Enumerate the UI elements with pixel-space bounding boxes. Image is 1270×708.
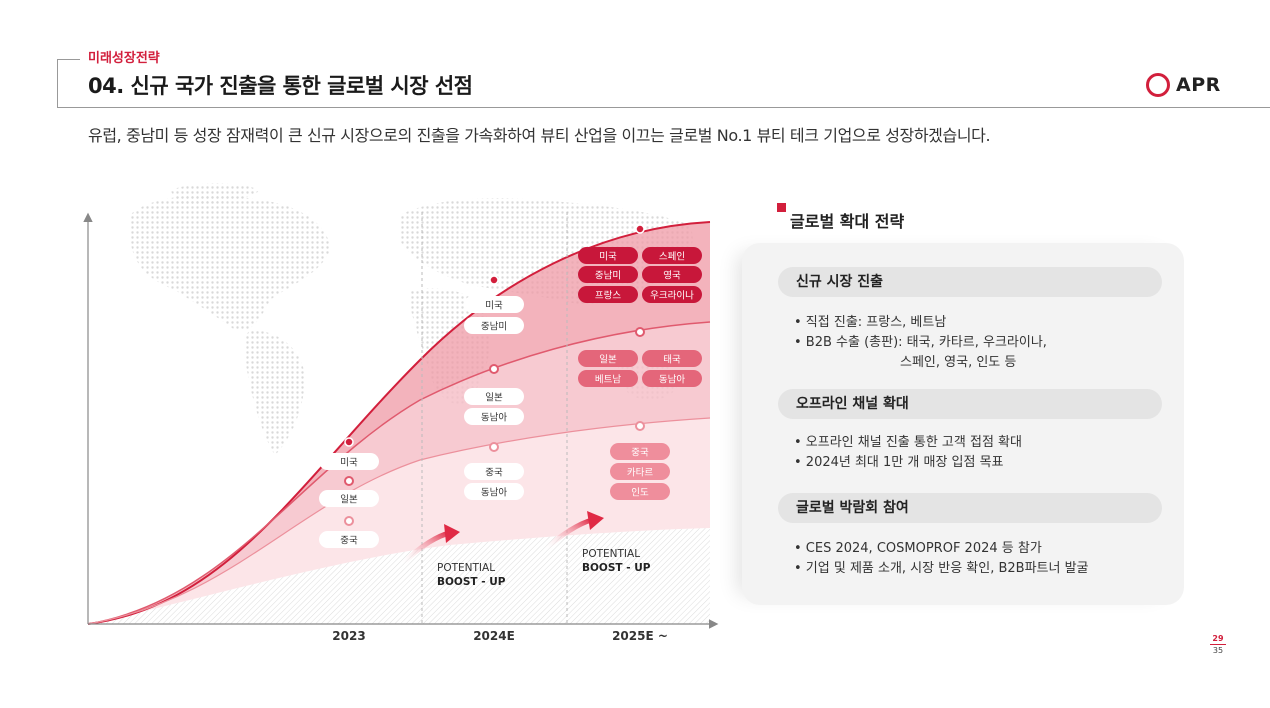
page-title: 04. 신규 국가 진출을 통한 글로벌 시장 선점 <box>88 74 473 98</box>
tag-2025-top-4: 프랑스 <box>595 290 621 302</box>
chart-base-area <box>88 528 710 624</box>
page-subtitle: 유럽, 중남미 등 성장 잠재력이 큰 신규 시장으로의 진출을 가속화하여 뷰… <box>88 126 991 145</box>
tag-2023-0: 미국 <box>340 458 358 469</box>
logo-text: APR <box>1176 74 1221 96</box>
section-bullets-offline: • 오프라인 채널 진출 통한 고객 접점 확대 • 2024년 최대 1만 개… <box>794 433 1022 473</box>
tag-2025-mid-3: 동남아 <box>659 375 685 386</box>
title-divider <box>57 107 1270 108</box>
tag-2024-low-1: 동남아 <box>481 488 507 499</box>
point-2025-top <box>635 224 645 234</box>
point-2024-top <box>489 275 499 285</box>
logo: APR <box>1146 73 1221 97</box>
logo-ring-icon <box>1146 73 1170 97</box>
tag-2025-top-1: 스페인 <box>659 252 685 263</box>
tag-2025-top-5: 우크라이나 <box>650 291 694 302</box>
point-2023-low <box>344 516 354 526</box>
tags-2023: 미국 일본 중국 <box>319 453 379 548</box>
tag-2025-mid-0: 일본 <box>599 355 617 366</box>
boost-2-line2: BOOST - UP <box>582 562 651 574</box>
point-2023-mid <box>344 476 354 486</box>
growth-chart: 2023 2024E 2025E ~ 미국 일본 중국 미국 중남미 일본 동남… <box>83 183 719 643</box>
tags-2024: 미국 중남미 일본 동남아 중국 동남아 <box>464 296 524 500</box>
tag-2025-low-0: 중국 <box>631 448 649 459</box>
bullet-item: • 2024년 최대 1만 개 매장 입점 목표 <box>794 455 1004 470</box>
tag-2024-top-0: 미국 <box>485 301 503 312</box>
section-heading-new-market: 신규 시장 진출 <box>778 267 1162 297</box>
tag-2024-mid-0: 일본 <box>485 393 503 404</box>
point-2024-mid <box>489 364 499 374</box>
tag-2023-1: 일본 <box>340 495 358 506</box>
panel-title-marker <box>777 203 786 212</box>
boost-arrow-2 <box>542 511 604 553</box>
boost-1-line2: BOOST - UP <box>437 576 506 588</box>
boost-1-line1: POTENTIAL <box>437 562 495 574</box>
tag-2025-mid-2: 베트남 <box>595 375 621 386</box>
tag-2025-top-0: 미국 <box>599 252 617 263</box>
panel-title: 글로벌 확대 전략 <box>790 212 905 231</box>
section-heading-expo: 글로벌 박람회 참여 <box>778 493 1162 523</box>
bullet-item: • CES 2024, COSMOPROF 2024 등 참가 <box>794 541 1042 556</box>
tag-2025-top-3: 영국 <box>663 271 681 282</box>
tag-2025-top-2: 중남미 <box>595 271 621 282</box>
tag-2025-low-1: 카타르 <box>627 468 653 479</box>
page-number: 29 35 <box>1210 633 1226 656</box>
strategy-panel: 신규 시장 진출 • 직접 진출: 프랑스, 베트남 • B2B 수출 (총판)… <box>742 243 1184 605</box>
bullet-item: • 오프라인 채널 진출 통한 고객 접점 확대 <box>794 435 1022 450</box>
page-current: 29 <box>1210 633 1226 645</box>
tag-2024-low-0: 중국 <box>485 468 503 479</box>
bullet-item: • 직접 진출: 프랑스, 베트남 <box>794 315 947 330</box>
section-label: 미래성장전략 <box>88 51 160 66</box>
section-bullets-new-market: • 직접 진출: 프랑스, 베트남 • B2B 수출 (총판): 태국, 카타르… <box>794 313 1047 373</box>
band-top <box>88 222 710 624</box>
point-2025-low <box>635 421 645 431</box>
tag-2023-2: 중국 <box>340 536 358 547</box>
curve-low <box>87 417 711 625</box>
bullet-continuation: 스페인, 영국, 인도 등 <box>900 355 1017 370</box>
point-2024-low <box>489 442 499 452</box>
tag-2025-mid-1: 태국 <box>663 355 681 366</box>
point-2025-mid <box>635 327 645 337</box>
point-2023-top <box>344 437 354 447</box>
band-low <box>88 418 710 624</box>
section-heading-offline: 오프라인 채널 확대 <box>778 389 1162 419</box>
tag-2024-top-1: 중남미 <box>481 322 507 333</box>
boost-2-line1: POTENTIAL <box>582 548 640 560</box>
section-bullets-expo: • CES 2024, COSMOPROF 2024 등 참가 • 기업 및 제… <box>794 539 1089 579</box>
x-label-2023: 2023 <box>332 629 365 643</box>
bullet-item: • B2B 수출 (총판): 태국, 카타르, 우크라이나, <box>794 335 1047 350</box>
curve-mid <box>87 321 711 625</box>
tag-2025-low-2: 인도 <box>631 488 649 499</box>
boost-arrow-1 <box>399 524 460 568</box>
curve-top <box>87 221 711 625</box>
x-label-2025: 2025E ~ <box>612 629 668 643</box>
page-total: 35 <box>1212 646 1224 655</box>
x-label-2024: 2024E <box>473 629 515 643</box>
bullet-item: • 기업 및 제품 소개, 시장 반응 확인, B2B파트너 발굴 <box>794 561 1089 576</box>
title-frame <box>57 59 80 108</box>
tags-2025: 미국 스페인 중남미 영국 프랑스 우크라이나 일본 태국 베트남 동남아 중국… <box>578 247 702 500</box>
tag-2024-mid-1: 동남아 <box>481 413 507 424</box>
data-points <box>344 224 645 526</box>
